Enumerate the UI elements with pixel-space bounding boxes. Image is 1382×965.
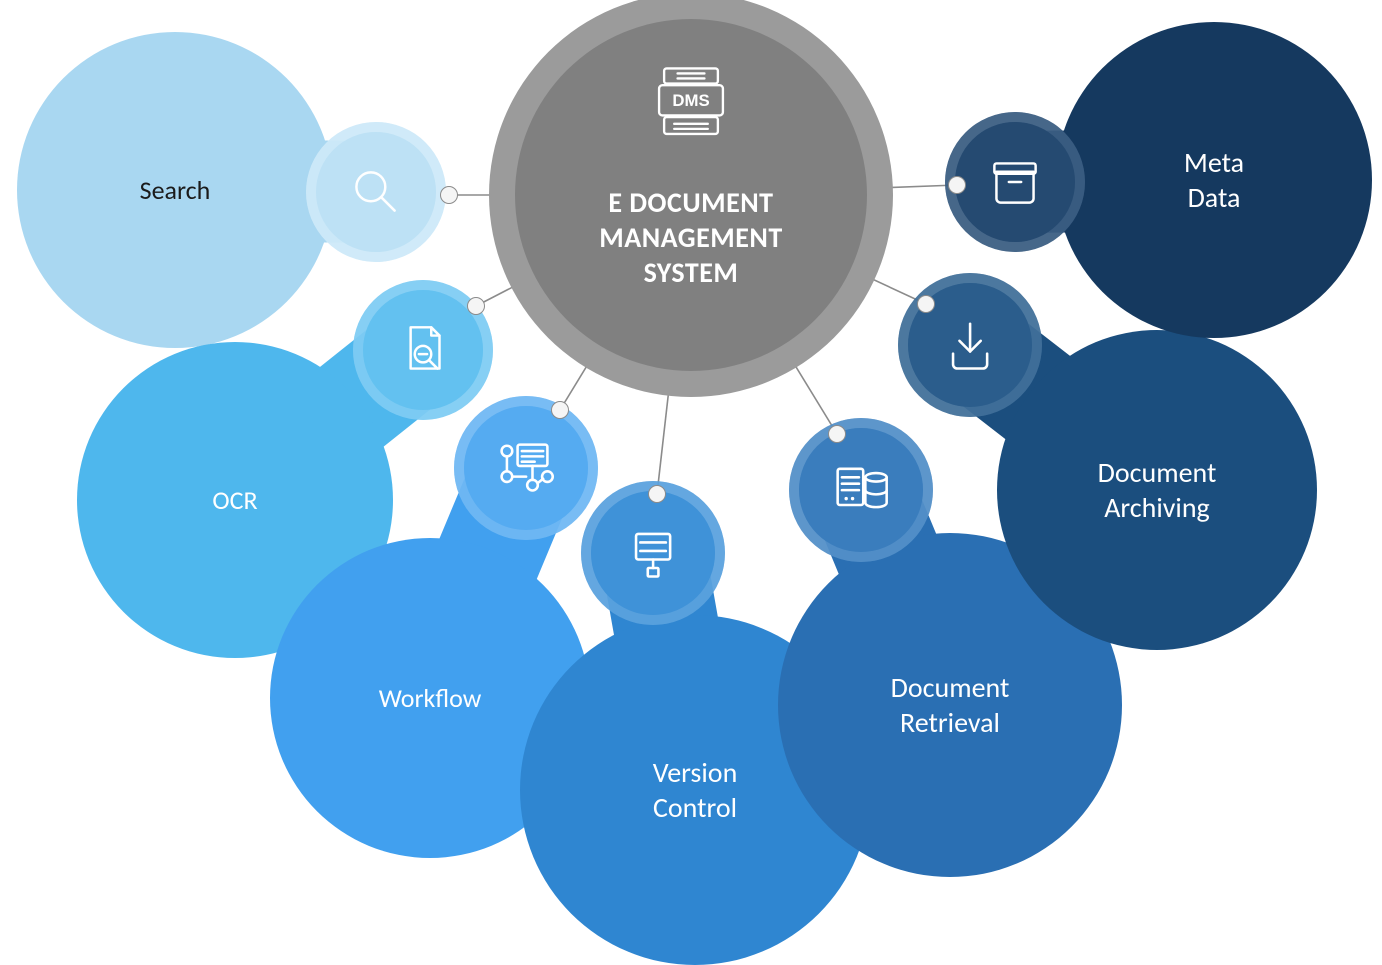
center-title: E DOCUMENT MANAGEMENT SYSTEM [511,157,871,317]
node-label-retrieval: Document Retrieval [778,665,1122,745]
archive-box-icon [982,149,1048,215]
spoke-cap-archiving [917,295,935,313]
doc-magnify-icon [390,317,456,383]
node-label-version: Version Control [520,750,870,830]
spoke-cap-meta [948,176,966,194]
svg-text:DMS: DMS [672,91,709,110]
spoke-cap-workflow [551,401,569,419]
version-icon [619,519,687,587]
database-icon [827,456,895,524]
spoke-cap-ocr [467,297,485,315]
node-label-archiving: Document Archiving [997,450,1317,530]
spoke-cap-retrieval [828,425,846,443]
download-icon [936,311,1004,379]
dms-icon: DMS [646,60,736,144]
node-label-search: Search [17,150,333,230]
search-icon [343,159,409,225]
diagram-stage: DMS E DOCUMENT MANAGEMENT SYSTEM Search OC… [0,0,1382,886]
node-label-workflow: Workflow [270,658,590,738]
workflow-icon [492,434,560,502]
spoke-cap-version [648,485,666,503]
spoke-cap-search [440,186,458,204]
node-label-ocr: OCR [77,460,393,540]
node-label-meta: Meta Data [1056,140,1372,220]
